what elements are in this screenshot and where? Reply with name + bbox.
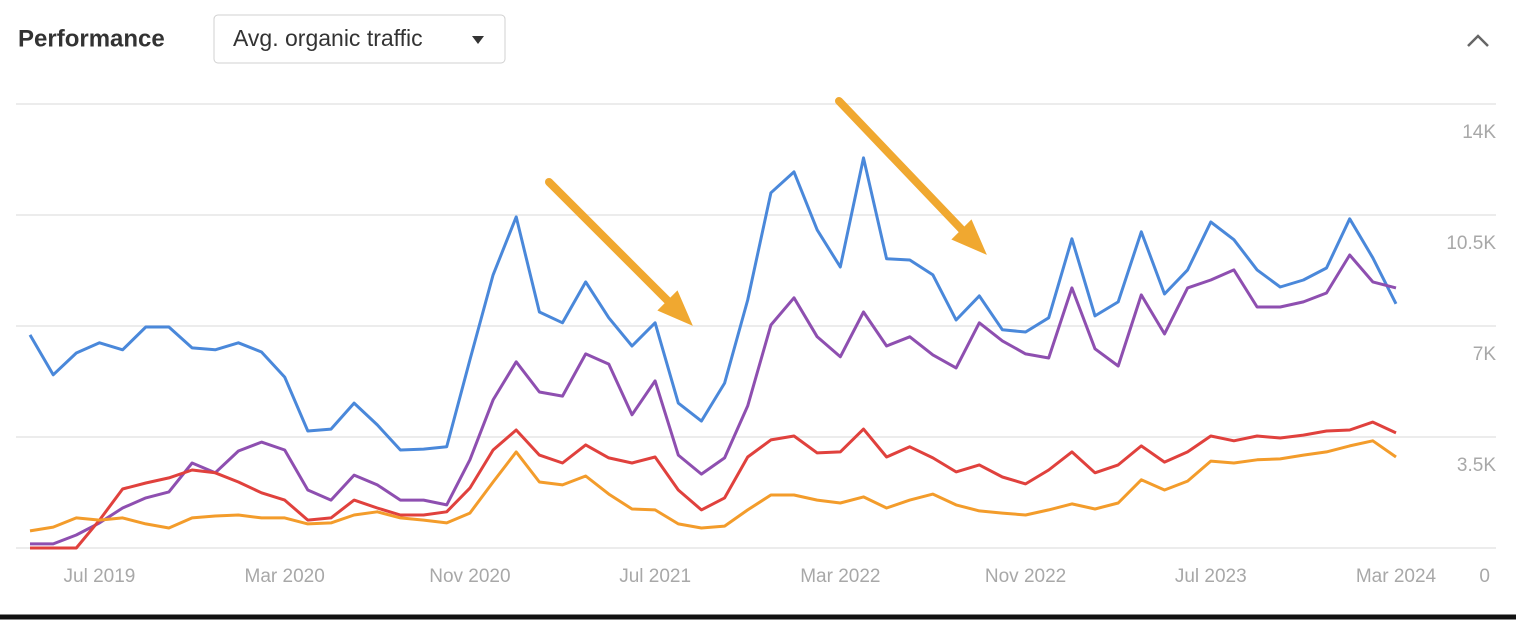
x-tick-label: Mar 2020 <box>245 566 325 587</box>
collapse-button[interactable] <box>1467 34 1489 47</box>
chart-title: Performance <box>18 25 165 52</box>
series-line <box>29 439 1397 533</box>
x-tick-label: Jul 2019 <box>64 566 136 587</box>
x-tick-label: Nov 2022 <box>985 566 1066 587</box>
x-tick-label: Nov 2020 <box>429 566 510 587</box>
y-tick-label: 0 <box>1479 566 1490 587</box>
arrow <box>835 97 970 238</box>
arrow <box>545 178 676 309</box>
plot-area: 0 3.5K 7K 10.5K 14K Jul 2019 Mar 2020 Nov 2020 J… <box>16 103 1497 587</box>
arrow-head <box>657 290 693 326</box>
y-tick-label: 10.5K <box>1446 233 1496 254</box>
arrow-head <box>951 219 987 255</box>
metric-dropdown[interactable] <box>213 14 506 64</box>
annotation-arrows <box>545 97 987 326</box>
x-tick-label: Mar 2024 <box>1356 566 1437 587</box>
y-tick-label: 7K <box>1473 344 1497 365</box>
x-tick-label: Mar 2022 <box>800 566 880 587</box>
series-line <box>28 156 1398 452</box>
dropdown-label: Avg. organic traffic <box>233 25 423 51</box>
dropdown-caret <box>472 36 484 44</box>
y-tick-label: 14K <box>1462 122 1496 143</box>
x-tick-label: Jul 2021 <box>619 566 691 587</box>
x-tick-label: Jul 2023 <box>1175 566 1247 587</box>
series-line <box>30 253 1397 546</box>
series-line <box>30 420 1397 550</box>
y-tick-label: 3.5K <box>1457 455 1496 476</box>
